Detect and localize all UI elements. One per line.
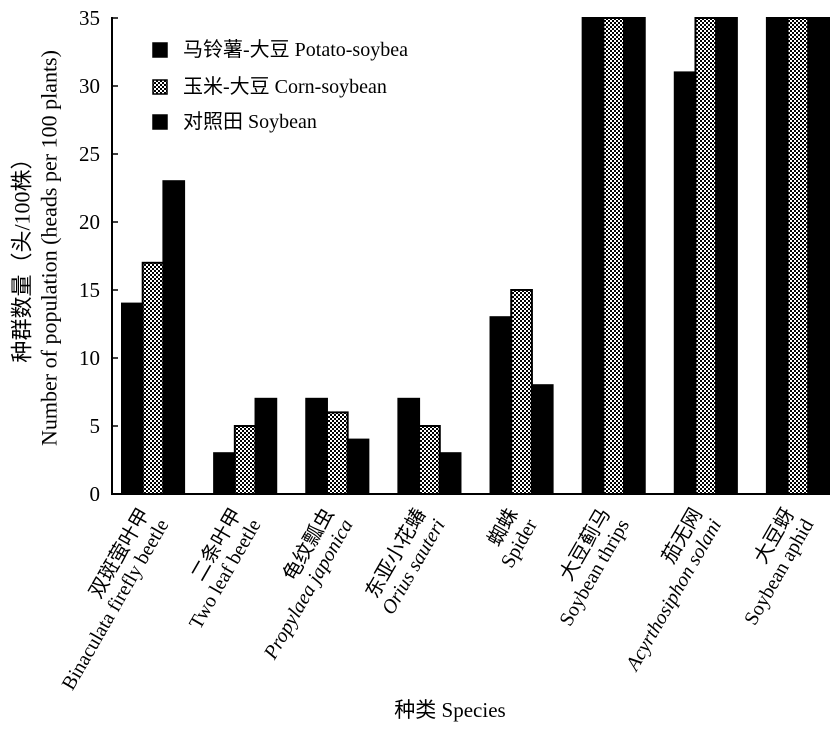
bar — [438, 452, 462, 496]
y-axis-title-zh: 种群数量（头/100株） — [10, 147, 35, 362]
legend-label: 马铃薯-大豆 Potato-soybea — [183, 38, 408, 61]
y-tick-label: 15 — [79, 278, 100, 302]
bar — [623, 17, 646, 495]
bar — [715, 17, 738, 495]
bar-group — [489, 289, 554, 496]
bar — [510, 289, 533, 495]
bar — [346, 438, 370, 496]
bar-group — [213, 397, 278, 496]
bar-group — [121, 180, 186, 495]
bar — [121, 302, 144, 495]
y-axis-ticks: 0 5 10 15 20 25 30 35 — [79, 6, 118, 506]
y-tick-label: 35 — [79, 6, 100, 30]
bar — [141, 261, 165, 495]
y-tick-label: 0 — [90, 482, 101, 506]
bar — [602, 17, 626, 495]
bar — [397, 397, 421, 495]
y-tick-label: 5 — [90, 414, 101, 438]
y-tick-label: 20 — [79, 210, 100, 234]
bar-group — [397, 397, 462, 496]
y-tick-label: 25 — [79, 142, 100, 166]
bar — [213, 452, 236, 496]
legend-item: 马铃薯-大豆 Potato-soybea — [152, 38, 408, 61]
bar — [786, 17, 810, 495]
bar — [254, 397, 278, 495]
bar — [305, 397, 328, 495]
bar — [489, 316, 513, 496]
legend-swatch — [152, 114, 168, 130]
bar — [162, 180, 186, 495]
bar-group — [765, 17, 830, 495]
bar — [673, 71, 697, 496]
legend-swatch — [152, 79, 168, 95]
bar — [807, 17, 830, 495]
bar — [233, 425, 257, 495]
bar — [530, 384, 554, 496]
legend-item: 玉米-大豆 Corn-soybean — [152, 75, 387, 98]
bar — [581, 17, 605, 495]
legend-swatch — [152, 42, 168, 58]
legend-item: 对照田 Soybean — [152, 110, 317, 133]
bar-group — [581, 17, 646, 495]
bar — [418, 425, 441, 495]
legend-label: 对照田 Soybean — [183, 110, 317, 133]
x-axis-title: 种类 Species — [394, 698, 505, 722]
y-tick-label: 30 — [79, 74, 100, 98]
bar-group — [673, 17, 738, 496]
bar — [694, 17, 718, 495]
bars-layer — [121, 17, 830, 496]
bar — [765, 17, 789, 495]
bar-group — [305, 397, 370, 496]
legend-label: 玉米-大豆 Corn-soybean — [183, 75, 387, 98]
y-tick-label: 10 — [79, 346, 100, 370]
legend: 马铃薯-大豆 Potato-soybea 玉米-大豆 Corn-soybean 对照… — [152, 38, 408, 133]
y-axis-title-en: Number of population (heads per 100 plan… — [37, 50, 62, 446]
bar — [325, 411, 349, 495]
